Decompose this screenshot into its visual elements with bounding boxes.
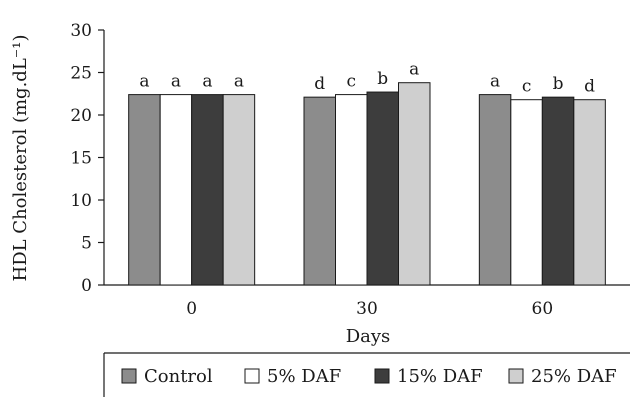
bar-significance-label: a [234, 72, 244, 92]
y-tick-label: 15 [70, 149, 92, 169]
legend-label: 5% DAF [267, 366, 341, 387]
bar [191, 94, 224, 286]
bar-significance-label: b [553, 74, 564, 94]
legend: Control 5% DAF 15% DAF 25% DAF [103, 352, 630, 397]
bar [510, 99, 543, 286]
bar-significance-label: a [171, 72, 181, 92]
y-tick-label: 20 [70, 106, 92, 126]
bar-significance-label: a [409, 60, 419, 80]
x-tick-label: 60 [532, 299, 554, 319]
bar-significance-label: d [314, 74, 325, 94]
y-tick-label: 30 [70, 21, 92, 41]
y-tick-label: 25 [70, 64, 92, 84]
legend-swatch [244, 368, 260, 384]
bar [222, 94, 256, 286]
y-tick-label: 0 [81, 276, 92, 296]
bar-significance-label: c [346, 72, 356, 92]
bar-significance-label: c [522, 77, 532, 97]
x-tick-label: 30 [356, 299, 378, 319]
bar-significance-label: a [202, 72, 212, 92]
legend-swatch [374, 368, 390, 384]
bar [573, 99, 606, 286]
bar [303, 96, 336, 286]
y-tick-label: 5 [81, 234, 92, 254]
bar [398, 82, 431, 286]
legend-label: 15% DAF [397, 366, 483, 387]
x-tick-label: 0 [186, 299, 197, 319]
y-axis-title: HDL Cholesterol (mg.dL⁻¹) [10, 34, 31, 281]
bar [478, 94, 512, 286]
bar-significance-label: b [377, 69, 388, 89]
bar [128, 94, 161, 286]
legend-swatch [508, 368, 524, 384]
legend-label: Control [144, 366, 213, 387]
legend-label: 25% DAF [531, 366, 617, 387]
y-tick-label: 10 [70, 191, 92, 211]
legend-swatch [121, 368, 137, 384]
bar-significance-label: a [139, 72, 149, 92]
bar-significance-label: a [490, 72, 500, 92]
bar [541, 96, 575, 286]
bar [335, 94, 368, 286]
bar-significance-label: d [584, 77, 595, 97]
bar [159, 94, 193, 286]
x-axis-title: Days [346, 326, 391, 347]
bar [366, 91, 399, 286]
